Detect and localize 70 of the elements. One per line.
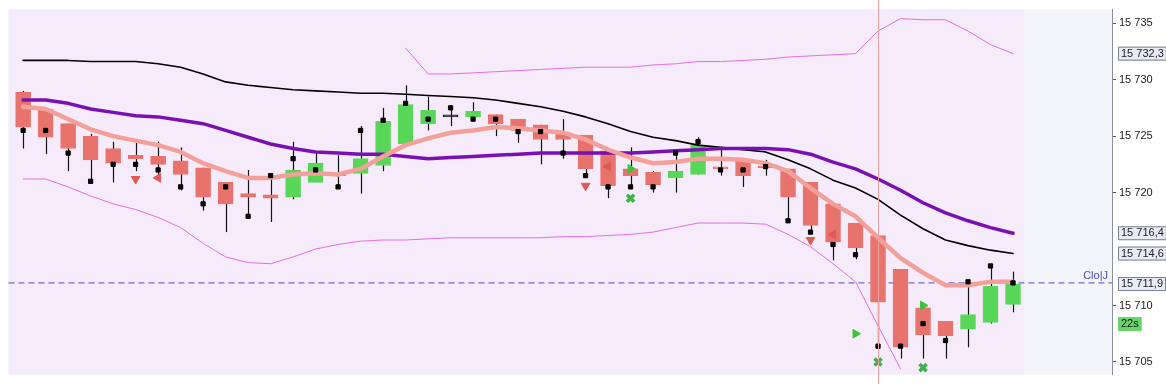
text: 15 732,3 xyxy=(1121,46,1164,59)
point xyxy=(290,156,296,162)
point xyxy=(627,164,637,174)
point xyxy=(807,229,814,235)
candlestick xyxy=(847,222,864,260)
candlestick xyxy=(82,133,99,185)
candlestick xyxy=(1005,271,1021,313)
point xyxy=(627,184,634,190)
y-tick-label: 15 710 xyxy=(1119,298,1153,311)
text: 22s xyxy=(1121,317,1140,330)
point xyxy=(762,163,769,170)
point xyxy=(580,182,591,192)
candlestick xyxy=(240,169,256,217)
point xyxy=(267,173,274,179)
candlestick xyxy=(465,101,481,123)
point xyxy=(830,241,836,248)
point xyxy=(785,218,791,224)
point xyxy=(852,328,862,339)
candlestick xyxy=(217,181,234,233)
y-tick-label: 15 720 xyxy=(1119,185,1153,198)
point xyxy=(987,263,994,269)
candlestick xyxy=(105,141,121,183)
point xyxy=(805,237,816,246)
point xyxy=(942,337,949,344)
point xyxy=(222,184,229,190)
point xyxy=(65,150,71,156)
point xyxy=(200,201,206,207)
candlestick xyxy=(60,123,76,172)
point xyxy=(357,127,364,134)
candlestick xyxy=(127,141,144,172)
point xyxy=(650,184,656,190)
point xyxy=(605,184,611,190)
point xyxy=(672,150,679,156)
y-tick-label: 15 735 xyxy=(1119,16,1153,29)
point xyxy=(852,252,859,258)
point xyxy=(470,116,476,122)
point xyxy=(132,161,139,167)
point xyxy=(380,117,386,123)
point xyxy=(965,279,971,285)
text: 15 716,4 xyxy=(1121,226,1164,239)
point xyxy=(582,173,589,179)
y-tick-label: 15 705 xyxy=(1119,355,1153,368)
point xyxy=(1010,280,1016,286)
point xyxy=(110,161,116,167)
point xyxy=(917,362,929,373)
point xyxy=(152,173,162,183)
point xyxy=(827,229,837,240)
point xyxy=(625,192,636,204)
point xyxy=(155,167,161,173)
point xyxy=(20,127,26,134)
text: 15 711,9 xyxy=(1121,277,1164,290)
point xyxy=(717,167,724,173)
point xyxy=(560,150,566,156)
point xyxy=(402,100,409,106)
point xyxy=(920,300,929,311)
y-tick-label: 15 730 xyxy=(1119,72,1153,85)
point xyxy=(245,213,251,219)
y-tick-label: 15 725 xyxy=(1119,129,1153,142)
ref-line-label: Clo|J xyxy=(1083,269,1108,282)
text: 15 714,6 xyxy=(1121,246,1164,259)
point xyxy=(515,128,521,135)
point xyxy=(897,343,904,349)
point xyxy=(130,176,141,185)
point xyxy=(335,184,341,190)
point xyxy=(87,178,94,184)
point xyxy=(177,184,184,190)
point xyxy=(447,105,454,111)
candlestick xyxy=(172,146,189,191)
point xyxy=(43,127,49,134)
point xyxy=(695,139,701,145)
